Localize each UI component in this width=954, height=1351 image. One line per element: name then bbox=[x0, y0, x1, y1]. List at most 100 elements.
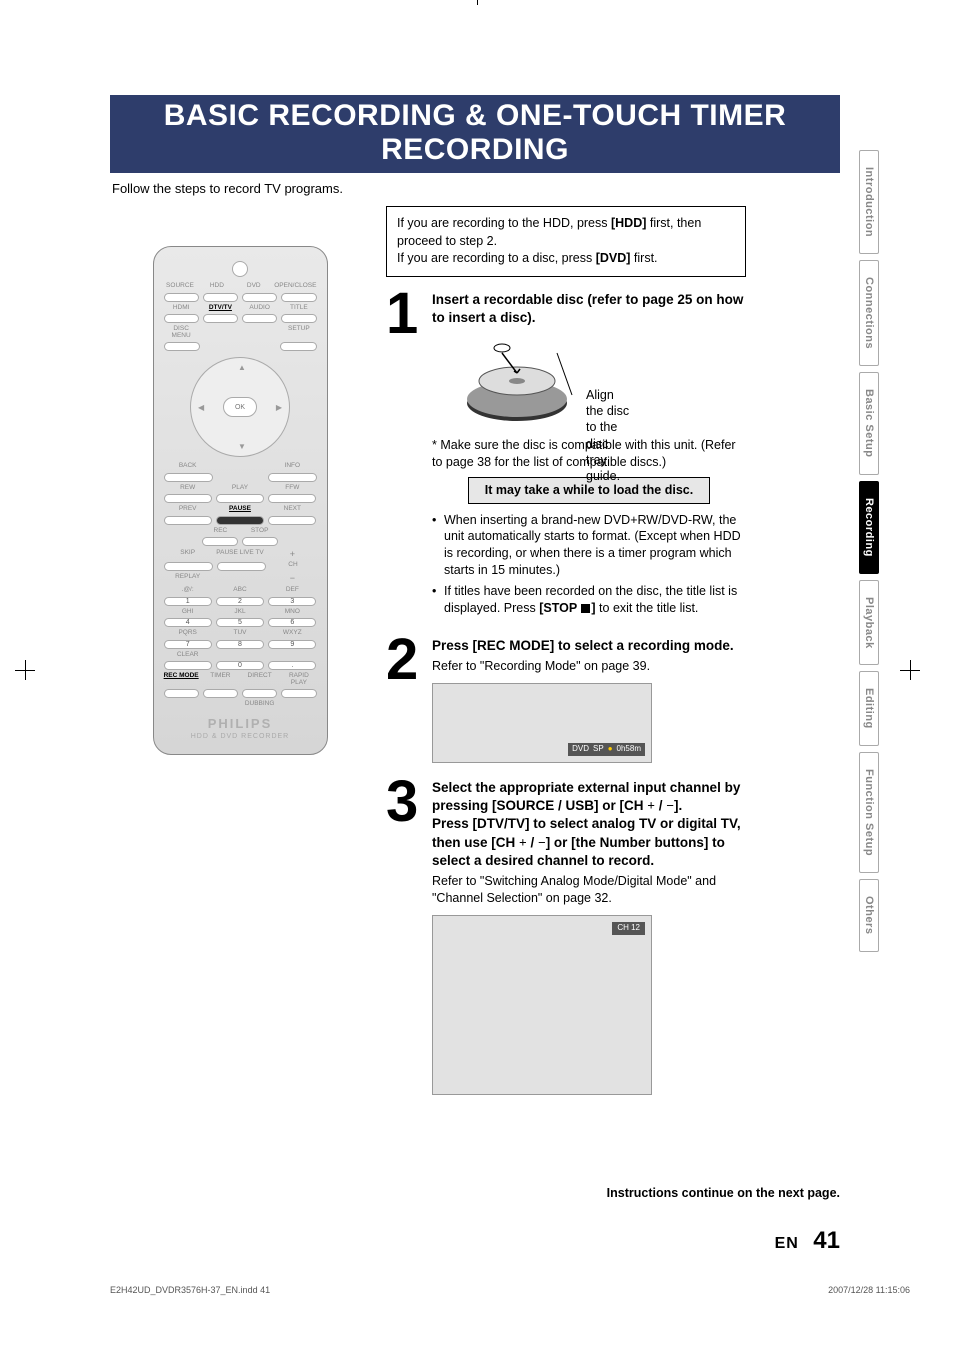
lbl: PREV bbox=[164, 506, 212, 513]
step-2-sub: Refer to "Recording Mode" on page 39. bbox=[432, 658, 746, 675]
lbl: CH bbox=[270, 562, 317, 571]
lbl: SETUP bbox=[281, 326, 316, 339]
lbl: HDMI bbox=[164, 305, 199, 312]
lbl: RAPID PLAY bbox=[281, 673, 316, 686]
page-num: 41 bbox=[813, 1227, 840, 1254]
spacer bbox=[203, 701, 238, 708]
prestep-box: If you are recording to the HDD, press [… bbox=[386, 206, 746, 277]
footer-left: E2H42UD_DVDR3576H-37_EN.indd 41 bbox=[110, 1285, 270, 1295]
lbl: PLAY bbox=[216, 485, 264, 492]
t: SP bbox=[593, 744, 604, 755]
btn bbox=[216, 516, 264, 525]
step1-bullets: When inserting a brand-new DVD+RW/DVD-RW… bbox=[432, 512, 746, 617]
crop-mark-right bbox=[900, 660, 920, 680]
btn bbox=[242, 314, 277, 323]
btn bbox=[164, 293, 199, 302]
btn: 6 bbox=[268, 618, 316, 627]
step-1-title: Insert a recordable disc (refer to page … bbox=[432, 291, 746, 327]
btn: 2 bbox=[216, 597, 264, 606]
t: Press [REC MODE] to select a recording m… bbox=[432, 638, 734, 653]
spacer bbox=[281, 528, 316, 535]
footer-right: 2007/12/28 11:15:06 bbox=[828, 1285, 910, 1295]
prestep-line1: If you are recording to the HDD, press [… bbox=[397, 215, 735, 250]
lbl: PAUSE bbox=[216, 506, 264, 513]
brand-logo: PHILIPS bbox=[164, 716, 317, 731]
btn bbox=[280, 342, 316, 351]
btn: 1 bbox=[164, 597, 212, 606]
spacer bbox=[281, 701, 316, 708]
btn bbox=[281, 689, 316, 698]
lbl-openclose: OPEN/CLOSE bbox=[274, 283, 316, 290]
btn bbox=[164, 473, 213, 482]
lbl: TITLE bbox=[281, 305, 316, 312]
lbl-hdd: HDD bbox=[200, 283, 233, 290]
btn bbox=[202, 537, 238, 546]
spacer bbox=[242, 342, 276, 351]
lbl: REC bbox=[203, 528, 238, 535]
lbl: FFW bbox=[268, 485, 316, 492]
tv-mock-2: CH 12 bbox=[432, 915, 652, 1095]
btn bbox=[164, 661, 212, 670]
left-column: SOURCEHDDDVDOPEN/CLOSE HDMIDTV/TVAUDIOTI… bbox=[110, 206, 370, 755]
t: [DVD] bbox=[596, 251, 631, 265]
power-btn bbox=[232, 261, 248, 277]
t: [HDD] bbox=[611, 216, 646, 230]
tab-playback: Playback bbox=[859, 580, 879, 666]
disc-figure: Align the disc to the disc tray guide. bbox=[462, 333, 632, 433]
btn bbox=[268, 494, 316, 503]
ok-btn: OK bbox=[223, 397, 257, 417]
step-1: 1 Insert a recordable disc (refer to pag… bbox=[386, 291, 746, 621]
footer: E2H42UD_DVDR3576H-37_EN.indd 41 2007/12/… bbox=[110, 1285, 910, 1295]
t: DVD bbox=[572, 744, 589, 755]
tab-introduction: Introduction bbox=[859, 150, 879, 254]
banner-title: BASIC RECORDING & ONE-TOUCH TIMER RECORD… bbox=[110, 95, 840, 173]
t: / bbox=[655, 798, 666, 813]
btn bbox=[281, 293, 316, 302]
lbl: STOP bbox=[242, 528, 277, 535]
step-2-num: 2 bbox=[386, 637, 424, 763]
t: [STOP bbox=[539, 601, 580, 615]
tv-mock-1: DVD SP ● 0h58m bbox=[432, 683, 652, 763]
spacer bbox=[164, 701, 199, 708]
t: to exit the title list. bbox=[596, 601, 699, 615]
tab-editing: Editing bbox=[859, 671, 879, 746]
lbl: TIMER bbox=[203, 673, 238, 686]
tv-overlay-ch: CH 12 bbox=[612, 922, 645, 935]
spacer bbox=[216, 652, 264, 659]
step-3-num: 3 bbox=[386, 779, 424, 1095]
btn bbox=[203, 293, 238, 302]
step-2: 2 Press [REC MODE] to select a recording… bbox=[386, 637, 746, 763]
btn: . bbox=[268, 661, 316, 670]
t: Insert a recordable disc (refer to page … bbox=[432, 292, 743, 325]
lbl-source: SOURCE bbox=[164, 283, 197, 290]
t: Select the appropriate external input ch… bbox=[432, 780, 740, 813]
step-3-title: Select the appropriate external input ch… bbox=[432, 779, 746, 870]
spacer bbox=[268, 652, 316, 659]
t: If you are recording to a disc, press bbox=[397, 251, 596, 265]
dpad: OK ▲ ▼ ◀ ▶ bbox=[190, 357, 290, 457]
btn bbox=[164, 689, 199, 698]
lbl: GHI bbox=[164, 609, 212, 616]
btn bbox=[216, 494, 264, 503]
btn bbox=[242, 537, 278, 546]
spacer bbox=[164, 528, 199, 535]
btn: 7 bbox=[164, 640, 212, 649]
lbl-dvd: DVD bbox=[237, 283, 270, 290]
lbl: MNO bbox=[268, 609, 316, 616]
lbl: JKL bbox=[216, 609, 264, 616]
lbl: BACK bbox=[164, 463, 212, 470]
btn: 9 bbox=[268, 640, 316, 649]
stop-icon bbox=[581, 604, 590, 613]
lbl: REPLAY bbox=[164, 574, 212, 583]
lbl-dtvtv: DTV/TV bbox=[203, 305, 238, 312]
prestep-line2: If you are recording to a disc, press [D… bbox=[397, 250, 735, 268]
btn bbox=[242, 293, 277, 302]
t: 0h58m bbox=[617, 744, 641, 755]
btn bbox=[281, 314, 316, 323]
lbl: NEXT bbox=[268, 506, 316, 513]
spacer bbox=[203, 326, 238, 339]
right-column: If you are recording to the HDD, press [… bbox=[386, 206, 746, 1111]
spacer bbox=[217, 473, 264, 482]
btn bbox=[203, 314, 238, 323]
lbl: PQRS bbox=[164, 630, 212, 637]
